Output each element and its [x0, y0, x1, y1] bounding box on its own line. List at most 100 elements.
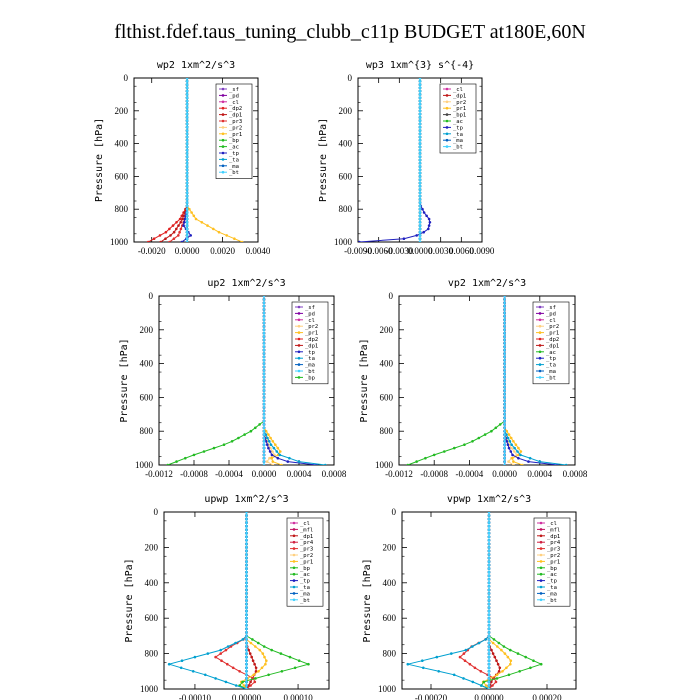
- legend-marker-bt: [221, 170, 225, 174]
- legend-label-mfl: _mfl: [300, 527, 313, 533]
- series-point-bt: [245, 514, 248, 517]
- legend-label-sf: _sf: [229, 87, 239, 93]
- series-point-bt: [487, 624, 491, 627]
- series-point-bt: [245, 627, 248, 631]
- series-point-tp: [428, 221, 432, 224]
- series-point-ac: [406, 463, 410, 465]
- legend-label-bp: _bp: [300, 566, 310, 572]
- series-point-bt: [503, 450, 506, 453]
- series-point-bt: [503, 382, 506, 386]
- legend-marker-pd: [538, 312, 542, 315]
- legend-marker-bp: [539, 566, 543, 570]
- series-point-bt: [418, 188, 422, 191]
- panel-4: vp2 1xm^2/s^3 0 200 400 600 800 1000-0.0012 -0.…: [359, 278, 588, 479]
- series-point-bt: [418, 194, 422, 198]
- legend-label-tp: _tp: [305, 350, 315, 356]
- series-point-pr2: [513, 450, 516, 453]
- legend-marker-dp1: [445, 94, 449, 97]
- series-point-bt: [245, 680, 248, 684]
- series-point-pr1: [190, 211, 193, 214]
- series-point-bt: [262, 426, 266, 430]
- series-point-pr3: [224, 648, 228, 652]
- legend-label-ma: _ma: [229, 164, 239, 170]
- series-point-bt: [503, 389, 506, 392]
- series-line-dp1: [246, 512, 257, 689]
- series-point-bt: [245, 570, 248, 574]
- series-point-pr1: [217, 230, 221, 234]
- series-point-ta: [505, 433, 508, 436]
- series-point-dp2: [164, 230, 168, 234]
- series-point-bp: [257, 641, 260, 645]
- series-line-pr3: [169, 78, 188, 242]
- series-point-bt: [185, 221, 189, 224]
- series-point-bt: [262, 463, 266, 465]
- series-point-tp: [183, 221, 186, 224]
- series-point-bp: [166, 463, 169, 465]
- series-point-bt: [245, 638, 248, 641]
- legend-label-ta: _ta: [546, 363, 556, 369]
- series-point-bt: [262, 348, 266, 352]
- series-point-pr3: [220, 659, 223, 662]
- series-point-bt: [262, 389, 266, 392]
- y-tick-label: 800: [115, 204, 129, 214]
- legend-marker-tp: [539, 579, 543, 582]
- series-point-bt: [503, 436, 506, 440]
- series-point-pr1: [240, 240, 244, 242]
- y-tick-label: 400: [380, 359, 394, 369]
- series-point-ta: [516, 450, 519, 453]
- series-point-bt: [185, 158, 189, 162]
- series-point-bt: [418, 237, 422, 240]
- series-point-ta: [264, 433, 268, 436]
- series-point-bt: [503, 301, 506, 305]
- series-point-bt: [487, 553, 491, 556]
- legend-label-pr4: _pr4: [300, 540, 314, 546]
- series-point-bp: [516, 652, 520, 655]
- series-point-pr1: [274, 443, 277, 447]
- series-point-bt: [185, 109, 189, 113]
- series-point-bt: [487, 641, 491, 645]
- series-point-bt: [503, 304, 506, 308]
- series-point-dp2: [178, 217, 182, 221]
- legend-label-pd: _pd: [229, 93, 239, 99]
- legend-marker-tp: [297, 350, 301, 354]
- series-point-ta: [406, 662, 410, 666]
- panel-2: wp3 1xm^{3} s^{-4}02004006008001000-0.00…: [318, 60, 495, 256]
- series-point-bt: [503, 325, 506, 328]
- series-point-bt: [418, 165, 422, 168]
- series-point-bt: [487, 521, 491, 524]
- legend-label-dp2: _dp2: [229, 106, 242, 112]
- legend-label-cl: _cl: [453, 87, 463, 93]
- x-tick-label: 0.0004: [287, 469, 312, 479]
- series-point-pr1: [194, 217, 198, 221]
- series-point-bt: [487, 655, 491, 659]
- series-group: [406, 512, 543, 689]
- series-point-bt: [245, 620, 248, 623]
- series-point-bt: [418, 158, 422, 162]
- series-point-bt: [185, 145, 189, 149]
- series-point-bp: [297, 659, 301, 662]
- legend-marker-ta: [538, 363, 542, 366]
- series-point-bt: [245, 648, 248, 652]
- legend: _sf_pd_cl_pr2_pr1_dp2_dp1_ac_tp_ta_ma_bt: [532, 301, 570, 385]
- series-point-bt: [418, 125, 422, 129]
- series-point-ta: [471, 680, 475, 684]
- y-axis-label: Pressure [hPa]: [119, 338, 130, 422]
- series-point-bt: [245, 609, 248, 613]
- series-point-bt: [262, 372, 266, 376]
- series-point-tp: [180, 240, 184, 242]
- series-point-bt: [262, 318, 266, 322]
- legend-label-pr3: _pr3: [229, 119, 242, 125]
- series-point-bt: [503, 402, 506, 406]
- series-point-bp: [307, 662, 310, 666]
- series-point-bp: [495, 677, 499, 680]
- series-point-bt: [185, 93, 189, 96]
- series-point-bt: [245, 606, 248, 609]
- legend-marker-cl: [292, 521, 296, 525]
- legend-label-tp: _tp: [300, 579, 310, 585]
- series-point-dp2: [152, 237, 156, 240]
- series-point-ta: [191, 670, 195, 673]
- series-point-bt: [245, 542, 248, 546]
- series-point-dp1: [179, 221, 182, 224]
- series-point-bt: [185, 116, 189, 119]
- series-point-bt: [245, 588, 248, 592]
